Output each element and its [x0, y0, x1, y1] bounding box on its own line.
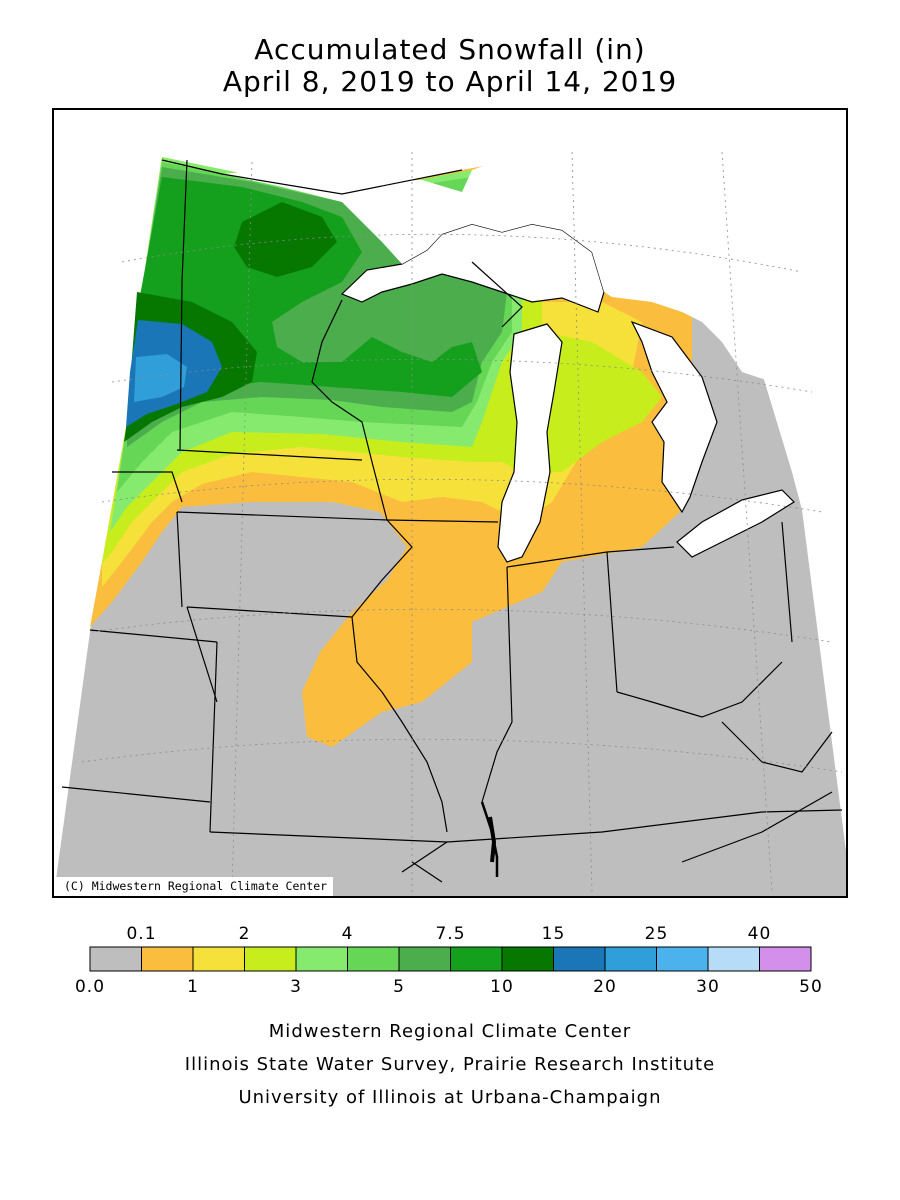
- border-ks-mo: [209, 641, 218, 833]
- legend-bin-5: [347, 946, 400, 972]
- legend-bottom-label-5: 20: [593, 977, 617, 997]
- legend-bottom-labels: 0.0 1 3 5 10 20 30 50: [75, 977, 823, 997]
- legend-bin-0: [89, 946, 142, 972]
- legend-top-labels: 0.1 2 4 7.5 15 25 40: [126, 924, 772, 944]
- legend-bin-7: [450, 946, 503, 972]
- legend-top-label-4: 15: [542, 924, 566, 944]
- snow-zone-20-25in: [134, 354, 187, 402]
- border-tn-va: [681, 791, 833, 863]
- color-legend: 0.1 2 4 7.5 15 25 40 0.0 1 3 5 10 20 30 50: [75, 924, 823, 997]
- legend-bottom-label-6: 30: [696, 977, 720, 997]
- legend-top-label-0: 0.1: [126, 924, 156, 944]
- legend-bin-8: [501, 946, 554, 972]
- lake-huron: [630, 320, 718, 514]
- border-nd-sd: [176, 449, 363, 461]
- legend-bin-13: [759, 946, 812, 972]
- legend-color-bins: [89, 946, 812, 972]
- legend-bin-9: [553, 946, 606, 972]
- legend-bin-3: [244, 946, 297, 972]
- copyright-label: (C) Midwestern Regional Climate Center: [54, 877, 334, 896]
- legend-top-label-5: 25: [645, 924, 669, 944]
- border-mn-ia: [176, 511, 388, 521]
- border-mo-ar: [209, 831, 448, 843]
- legend-bin-1: [141, 946, 194, 972]
- legend-bin-10: [604, 946, 657, 972]
- legend-bin-2: [192, 946, 245, 972]
- legend-bottom-label-1: 1: [187, 977, 199, 997]
- state-borders: [61, 159, 843, 883]
- border-ia-west: [176, 511, 183, 608]
- legend-bottom-label-0: 0.0: [75, 977, 105, 997]
- legend-bin-11: [656, 946, 709, 972]
- border-mo-bootheel: [411, 861, 443, 883]
- legend-bottom-label-7: 50: [799, 977, 823, 997]
- border-oh-pa: [781, 521, 793, 643]
- graticule: [81, 151, 843, 893]
- credit-isws: Illinois State Water Survey, Prairie Res…: [184, 1054, 716, 1075]
- legend-bin-4: [295, 946, 348, 972]
- border-us-canada: [161, 159, 463, 195]
- border-mi-oh: [506, 546, 675, 568]
- border-in-oh: [606, 551, 618, 693]
- border-mn-wi: [311, 299, 388, 521]
- border-sd-ne: [112, 471, 183, 503]
- legend-bottom-label-2: 3: [290, 977, 302, 997]
- snowfall-map: [54, 132, 846, 896]
- kentucky-lake: [488, 816, 497, 863]
- border-il-in: [481, 566, 513, 803]
- legend-top-label-2: 4: [342, 924, 354, 944]
- border-il-west: [351, 519, 448, 833]
- legend-bin-12: [707, 946, 760, 972]
- border-ia-mo: [186, 606, 353, 618]
- map-title: Accumulated Snowfall (in): [254, 33, 646, 66]
- map-subtitle: April 8, 2019 to April 14, 2019: [222, 65, 678, 98]
- credit-uiuc: University of Illinois at Urbana-Champai…: [238, 1087, 662, 1108]
- border-wi-mi-up: [471, 261, 523, 328]
- border-ne-ks: [89, 629, 218, 643]
- map-frame: (C) Midwestern Regional Climate Center: [52, 108, 848, 898]
- border-mn-west: [179, 159, 188, 451]
- border-ky-tn: [446, 809, 843, 843]
- snow-zone-10-15in-north: [234, 202, 337, 277]
- legend-bin-6: [398, 946, 451, 972]
- legend-top-label-3: 7.5: [435, 924, 465, 944]
- border-ky-oh: [616, 661, 783, 718]
- border-wi-il: [386, 519, 499, 523]
- canada-land: [222, 132, 792, 382]
- border-wv-va: [721, 721, 833, 773]
- border-mo-west: [186, 606, 218, 703]
- legend-bottom-label-3: 5: [393, 977, 405, 997]
- legend-top-label-6: 40: [748, 924, 772, 944]
- legend-top-label-1: 2: [239, 924, 251, 944]
- border-ar-la: [401, 841, 448, 873]
- border-ks-ok: [61, 786, 211, 803]
- lake-erie: [676, 489, 795, 558]
- credit-mrcc: Midwestern Regional Climate Center: [268, 1021, 632, 1042]
- lake-michigan: [497, 323, 563, 563]
- legend-bottom-label-4: 10: [490, 977, 514, 997]
